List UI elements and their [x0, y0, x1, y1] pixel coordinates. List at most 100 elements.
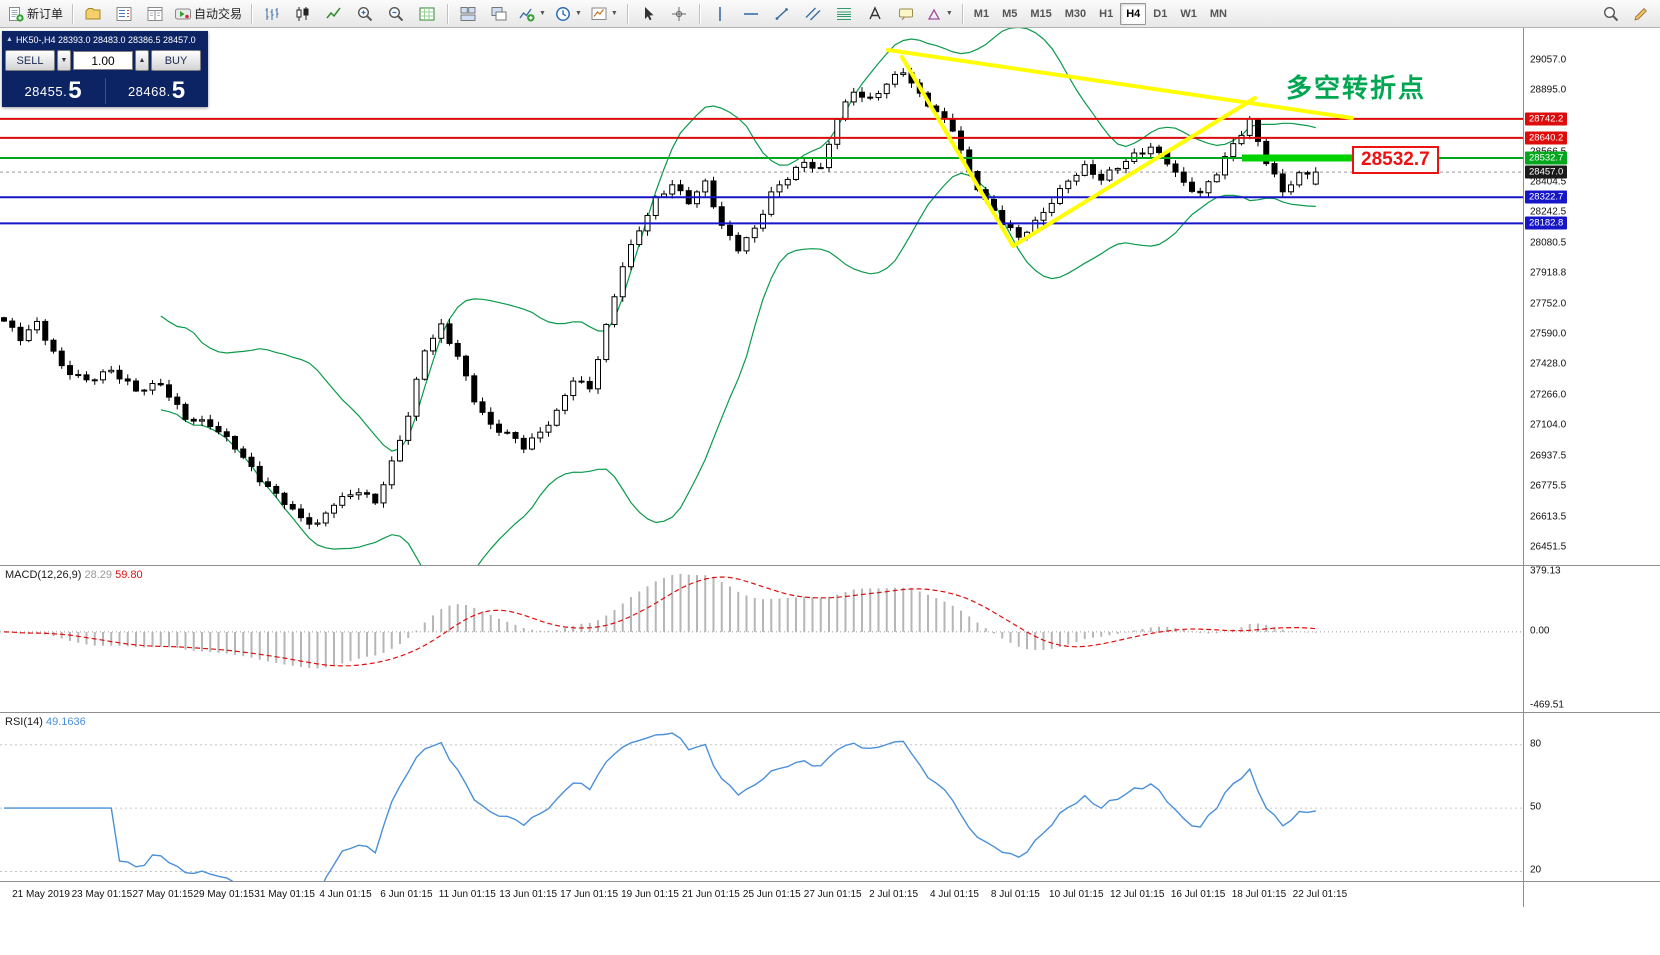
charts-profile-button[interactable] [78, 2, 108, 26]
candles-layer [1, 67, 1319, 530]
timeframe-m1-button[interactable]: M1 [973, 7, 990, 20]
trend-line[interactable] [886, 48, 1354, 120]
vertical-line-button[interactable] [705, 2, 735, 26]
new-order-button[interactable]: 新订单 [4, 2, 67, 26]
template-button[interactable]: ▼ [587, 2, 622, 26]
cursor-button[interactable] [633, 2, 663, 26]
price-tick: 26451.5 [1530, 541, 1567, 553]
edit-button[interactable] [1626, 2, 1656, 26]
macd-label: MACD(12,26,9) 28.29 59.80 [5, 569, 143, 581]
panel-separator [1524, 881, 1660, 882]
time-tick: 18 Jul 01:15 [1231, 889, 1287, 900]
price-tick: 27428.0 [1530, 358, 1567, 370]
crosshair-icon [671, 6, 686, 21]
bars-icon [265, 7, 279, 20]
volume-input[interactable] [73, 51, 133, 70]
price-tick: 28080.5 [1530, 237, 1567, 248]
new-order-button-label: 新订单 [27, 7, 64, 21]
volume-decrease-button[interactable]: ▼ [57, 50, 71, 71]
indicators-button[interactable]: ▼ [515, 2, 550, 26]
periods-icon [556, 6, 570, 21]
timeframe-m5-button[interactable]: M5 [1002, 7, 1018, 20]
zoom-in-icon [358, 6, 373, 21]
trend-line[interactable] [900, 55, 1015, 248]
candles-icon [296, 6, 309, 21]
turning-point-annotation[interactable]: 多空转折点 [1286, 73, 1427, 103]
channel-button[interactable] [798, 2, 828, 26]
price-tick: 27918.8 [1530, 267, 1567, 279]
horizontal-line-button[interactable] [736, 2, 766, 26]
shapes-button[interactable]: ▼ [922, 2, 957, 26]
shapes-icon [927, 8, 940, 20]
rsi-panel[interactable]: RSI(14) 49.1636 [0, 712, 1523, 881]
time-tick: 23 May 01:15 [71, 889, 133, 900]
volume-increase-button[interactable]: ▲ [135, 50, 149, 71]
grid-button[interactable] [412, 2, 442, 26]
period-button[interactable]: ▼ [551, 2, 586, 26]
price-callout-label[interactable]: 28532.7 [1352, 146, 1439, 174]
fibo-icon [836, 7, 851, 20]
line-chart-button[interactable] [319, 2, 349, 26]
trendline-icon [775, 7, 788, 20]
time-axis[interactable]: 21 May 2019 23 May 01:15 27 May 01:15 29 Ma… [0, 881, 1523, 907]
text-button[interactable] [860, 2, 890, 26]
chart-title: ▲ HK50-,H4 28393.0 28483.0 28386.5 28457… [2, 31, 208, 47]
time-tick: 31 May 01:15 [254, 889, 315, 900]
time-tick: 21 May 2019 [12, 889, 70, 900]
timeframe-w1-button[interactable]: W1 [1180, 7, 1197, 20]
auto-trading-button-label: 自动交易 [194, 7, 243, 21]
price-tick: 27752.0 [1530, 298, 1567, 310]
macd-panel[interactable]: MACD(12,26,9) 28.29 59.80 [0, 565, 1523, 712]
timeframe-mn-button[interactable]: MN [1209, 7, 1227, 20]
sell-button[interactable]: SELL [5, 50, 55, 71]
time-tick: 27 Jun 01:15 [803, 889, 862, 900]
panel-separator [1524, 712, 1660, 713]
zoom-in-button[interactable] [350, 2, 380, 26]
toolbar: 新订单 自动交易 ▼ ▼ ▼ ▼ M1 M5 M15 M30 H1 H4 D1 W1 MN [0, 0, 1660, 28]
macd-axis-tick: 379.13 [1530, 565, 1561, 577]
market-watch-button[interactable] [109, 2, 139, 26]
candlestick-chart-button[interactable] [288, 2, 318, 26]
timeframe-m15-button[interactable]: M15 [1030, 7, 1052, 20]
trendline-button[interactable] [767, 2, 797, 26]
rsi-line [4, 732, 1316, 881]
price-tick: 27104.0 [1530, 419, 1567, 431]
time-tick: 2 Jul 01:15 [869, 889, 919, 900]
tile-windows-button[interactable] [453, 2, 483, 26]
market-watch-icon [116, 6, 132, 21]
timeframe-m30-button[interactable]: M30 [1064, 7, 1087, 20]
price-tick: 26937.5 [1530, 450, 1567, 462]
buy-button[interactable]: BUY [151, 50, 201, 71]
trend-line[interactable] [1011, 96, 1257, 248]
price-tick: 27590.0 [1530, 328, 1567, 340]
cascade-icon [491, 6, 507, 20]
zoom-out-button[interactable] [381, 2, 411, 26]
timeframe-d1-button[interactable]: D1 [1153, 7, 1168, 20]
new-order-icon [9, 6, 24, 22]
bar-chart-button[interactable] [257, 2, 287, 26]
crosshair-button[interactable] [664, 2, 694, 26]
cascade-windows-button[interactable] [484, 2, 514, 26]
price-tag-red: 28742.2 [1525, 112, 1568, 126]
timeframe-h4-button[interactable]: H4 [1120, 2, 1147, 25]
linechart-icon [326, 7, 341, 18]
price-axis[interactable]: 29057.028895.028566.528404.528242.528080… [1523, 28, 1660, 907]
sell-price: 28455.5 [24, 76, 83, 104]
chevron-down-icon: ▼ [574, 10, 582, 17]
toolbar-separator [698, 3, 700, 24]
timeframe-h1-button[interactable]: H1 [1099, 7, 1114, 20]
main-chart-panel[interactable]: ▲ HK50-,H4 28393.0 28483.0 28386.5 28457… [0, 28, 1523, 565]
search-button[interactable] [1596, 2, 1626, 26]
label-button[interactable] [891, 2, 921, 26]
data-window-button[interactable] [140, 2, 170, 26]
macd-axis-tick: -469.51 [1530, 699, 1564, 711]
grid-icon [419, 7, 435, 20]
auto-trading-button[interactable]: 自动交易 [171, 2, 246, 26]
fibonacci-button[interactable] [829, 2, 859, 26]
label-icon [898, 8, 913, 20]
channel-icon [805, 7, 821, 20]
price-tag-bid: 28457.0 [1525, 165, 1568, 179]
price-tick: 28242.5 [1530, 206, 1567, 218]
time-tick: 29 May 01:15 [193, 889, 254, 900]
time-tick: 16 Jul 01:15 [1170, 889, 1226, 900]
